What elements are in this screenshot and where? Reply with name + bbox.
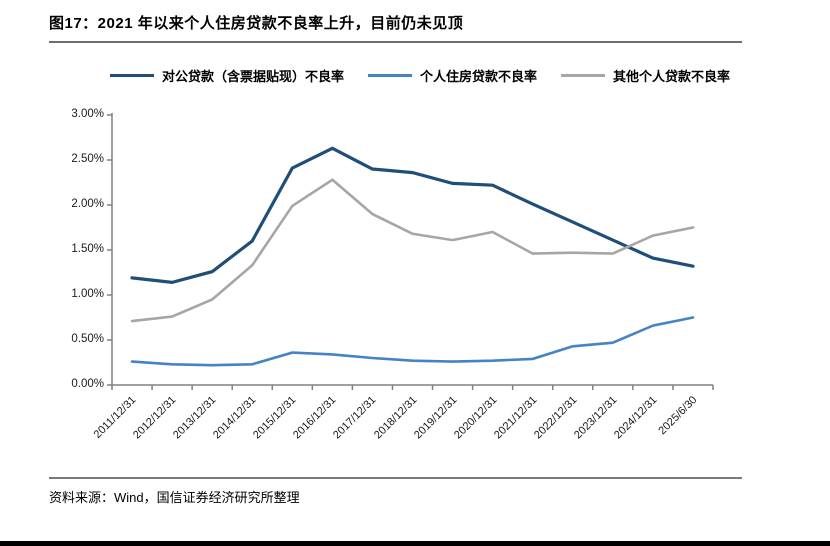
figure-title: 图17：2021 年以来个人住房贷款不良率上升，目前仍未见顶: [49, 15, 464, 32]
legend-line-icon: [561, 73, 605, 77]
legend-label: 个人住房贷款不良率: [419, 68, 537, 84]
legend-item-series-housing-npl: 个人住房贷款不良率: [367, 66, 537, 85]
chart-legend: 对公贷款（含票据贴现）不良率 个人住房贷款不良率 其他个人贷款不良率: [80, 66, 760, 84]
series-housing-npl: [130, 316, 695, 367]
y-axis-label: 3.00%: [71, 108, 104, 120]
y-axis-label: 1.50%: [71, 243, 104, 255]
legend-item-series-corporate-npl: 对公贷款（含票据贴现）不良率: [109, 66, 344, 85]
legend-item-series-other-npl: 其他个人贷款不良率: [561, 66, 730, 85]
y-axis-label: 0.00%: [71, 378, 104, 390]
title-divider: [49, 41, 742, 43]
y-axis-label: 2.00%: [71, 198, 104, 210]
series-other-npl: [130, 178, 695, 323]
legend-line-icon: [367, 73, 412, 77]
series-corporate-npl: [130, 146, 695, 285]
legend-label: 对公贷款（含票据贴现）不良率: [161, 68, 344, 84]
y-axis-label: 2.50%: [71, 153, 104, 165]
legend-line-icon: [109, 73, 154, 77]
page-bottom-border: [0, 541, 830, 546]
legend-label: 其他个人贷款不良率: [613, 68, 731, 84]
y-axis-label: 1.00%: [71, 288, 104, 300]
y-axis-label: 0.50%: [71, 333, 104, 345]
source-note: 资料来源：Wind，国信证券经济研究所整理: [49, 490, 300, 505]
source-divider: [49, 477, 742, 479]
